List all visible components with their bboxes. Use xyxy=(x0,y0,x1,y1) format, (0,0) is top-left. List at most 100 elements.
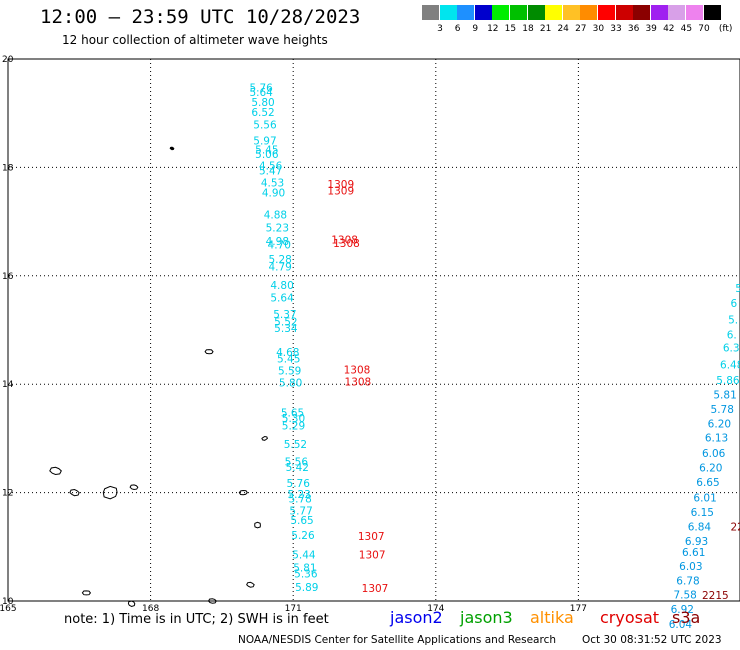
wave-height-label: 1308 xyxy=(331,234,358,246)
color-swatch xyxy=(545,5,563,20)
island-outline xyxy=(207,598,217,604)
wave-height-label: 6.20 xyxy=(699,462,722,474)
wave-height-label: 5.76 xyxy=(249,83,273,95)
wave-height-label: 5.06 xyxy=(255,149,279,161)
island-outline xyxy=(81,590,92,596)
map-subtitle: 12 hour collection of altimeter wave hei… xyxy=(62,33,328,47)
wave-height-label: 1308 xyxy=(345,376,372,388)
wave-height-label: 5.45 xyxy=(277,354,300,366)
map-frame xyxy=(7,58,740,602)
wave-height-label: 5.30 xyxy=(282,413,305,425)
wave-height-label: 4.70 xyxy=(268,240,291,252)
wave-height-label: 6.06 xyxy=(702,448,726,460)
wave-height-label: 1309 xyxy=(327,179,354,191)
wave-height-label: 1307 xyxy=(359,550,386,562)
color-scale-label: 45 xyxy=(680,24,693,34)
wave-height-label: 22 xyxy=(730,522,740,534)
wave-height-label: 1307 xyxy=(362,583,389,595)
wave-height-label: 6.15 xyxy=(691,507,714,519)
lon-tick-label: 168 xyxy=(142,604,159,614)
wave-height-label: 6.13 xyxy=(705,433,728,445)
island-outline xyxy=(238,489,248,496)
wave-height-label: 5.64 xyxy=(249,87,273,99)
lat-tick-label: 20 xyxy=(2,55,14,65)
wave-height-label: 5.34 xyxy=(274,323,298,335)
wave-height-label: 5.28 xyxy=(268,254,291,266)
island-outline xyxy=(129,484,139,491)
wave-height-label: 1308 xyxy=(344,364,371,376)
wave-height-label: 6.04 xyxy=(669,619,693,631)
lat-tick-label: 18 xyxy=(2,163,14,173)
wave-height-label: 5.81 xyxy=(293,563,316,575)
wave-height-label: 5.29 xyxy=(282,421,305,433)
color-swatch xyxy=(492,5,510,20)
wave-height-label: 5.45 xyxy=(255,144,278,156)
footer-timestamp: Oct 30 08:31:52 UTC 2023 xyxy=(582,634,722,646)
wave-height-label: 4.80 xyxy=(270,280,293,292)
lat-tick-label: 12 xyxy=(2,489,13,499)
color-scale-label: 42 xyxy=(663,24,675,34)
color-scale-label: 30 xyxy=(592,24,605,34)
color-swatch xyxy=(650,5,668,20)
wave-height-label: 5.78 xyxy=(711,404,734,416)
color-scale-label: 21 xyxy=(539,24,552,34)
color-swatch xyxy=(510,5,527,20)
island-outline xyxy=(127,600,136,608)
wave-height-label: 1309 xyxy=(327,186,354,198)
wave-height-label: 4.56 xyxy=(259,161,283,173)
island-outline xyxy=(246,581,255,588)
wave-height-label: 5.77 xyxy=(289,505,312,517)
color-swatch xyxy=(422,5,439,20)
legend-item-s3a: s3a xyxy=(672,608,701,627)
color-scale-unit: (ft) xyxy=(718,24,733,34)
wave-height-label: 5.56 xyxy=(285,457,309,469)
wave-height-label: 5.80 xyxy=(251,97,274,109)
wave-height-label: 5.23 xyxy=(266,222,289,234)
wave-height-label: 5.44 xyxy=(292,550,316,562)
wave-height-label: 6.01 xyxy=(693,492,716,504)
island-outline xyxy=(169,146,175,151)
island-outline xyxy=(49,466,62,476)
color-scale-label: 3 xyxy=(437,24,443,34)
wave-height-label: 6.52 xyxy=(251,107,274,119)
island-outline xyxy=(254,521,261,529)
color-swatch xyxy=(439,5,457,20)
color-swatch xyxy=(703,5,721,20)
island-outline xyxy=(204,349,214,355)
wave-height-label: 5.64 xyxy=(270,292,294,304)
color-scale-label: 6 xyxy=(454,24,461,34)
wave-height-label: 5.81 xyxy=(713,389,736,401)
color-scale-label: 18 xyxy=(522,24,534,34)
wave-height-label: 5.52 xyxy=(274,317,297,329)
island-outline xyxy=(69,488,80,497)
color-swatch xyxy=(668,5,686,20)
wave-height-label: 5.47 xyxy=(259,165,282,177)
wave-height-label: 2215 xyxy=(702,590,729,602)
lat-tick-label: 10 xyxy=(2,597,14,607)
color-swatch xyxy=(580,5,598,20)
footer-source: NOAA/NESDIS Center for Satellite Applica… xyxy=(238,634,556,646)
wave-height-label: 5.76 xyxy=(287,478,311,490)
island-outline xyxy=(261,435,268,441)
wave-height-label: 4.53 xyxy=(261,177,284,189)
wave-height-label: 6.3 xyxy=(723,343,740,355)
wave-height-label: 6.93 xyxy=(685,536,708,548)
color-scale-label: 24 xyxy=(557,24,569,34)
wave-height-label: 6 xyxy=(730,298,737,310)
wave-height-label: 7.58 xyxy=(673,589,696,601)
wave-height-label: 4.88 xyxy=(264,209,287,221)
wave-height-label: 5.97 xyxy=(253,136,276,148)
color-scale-label: 27 xyxy=(575,24,587,34)
wave-height-label: 5.89 xyxy=(295,582,318,594)
lat-tick-label: 14 xyxy=(2,380,14,390)
wave-height-label: 6.78 xyxy=(676,576,699,588)
wave-height-label: 5.26 xyxy=(291,530,315,542)
color-swatch xyxy=(457,5,475,20)
wave-height-label: 1307 xyxy=(358,531,385,543)
lat-tick-label: 16 xyxy=(2,272,14,282)
wave-height-label: 6.48 xyxy=(720,359,740,371)
color-swatch xyxy=(598,5,615,20)
wave-height-label: 4.90 xyxy=(262,188,285,200)
wave-height-label: 5.56 xyxy=(253,119,277,131)
wave-height-label: 5.23 xyxy=(287,489,310,501)
